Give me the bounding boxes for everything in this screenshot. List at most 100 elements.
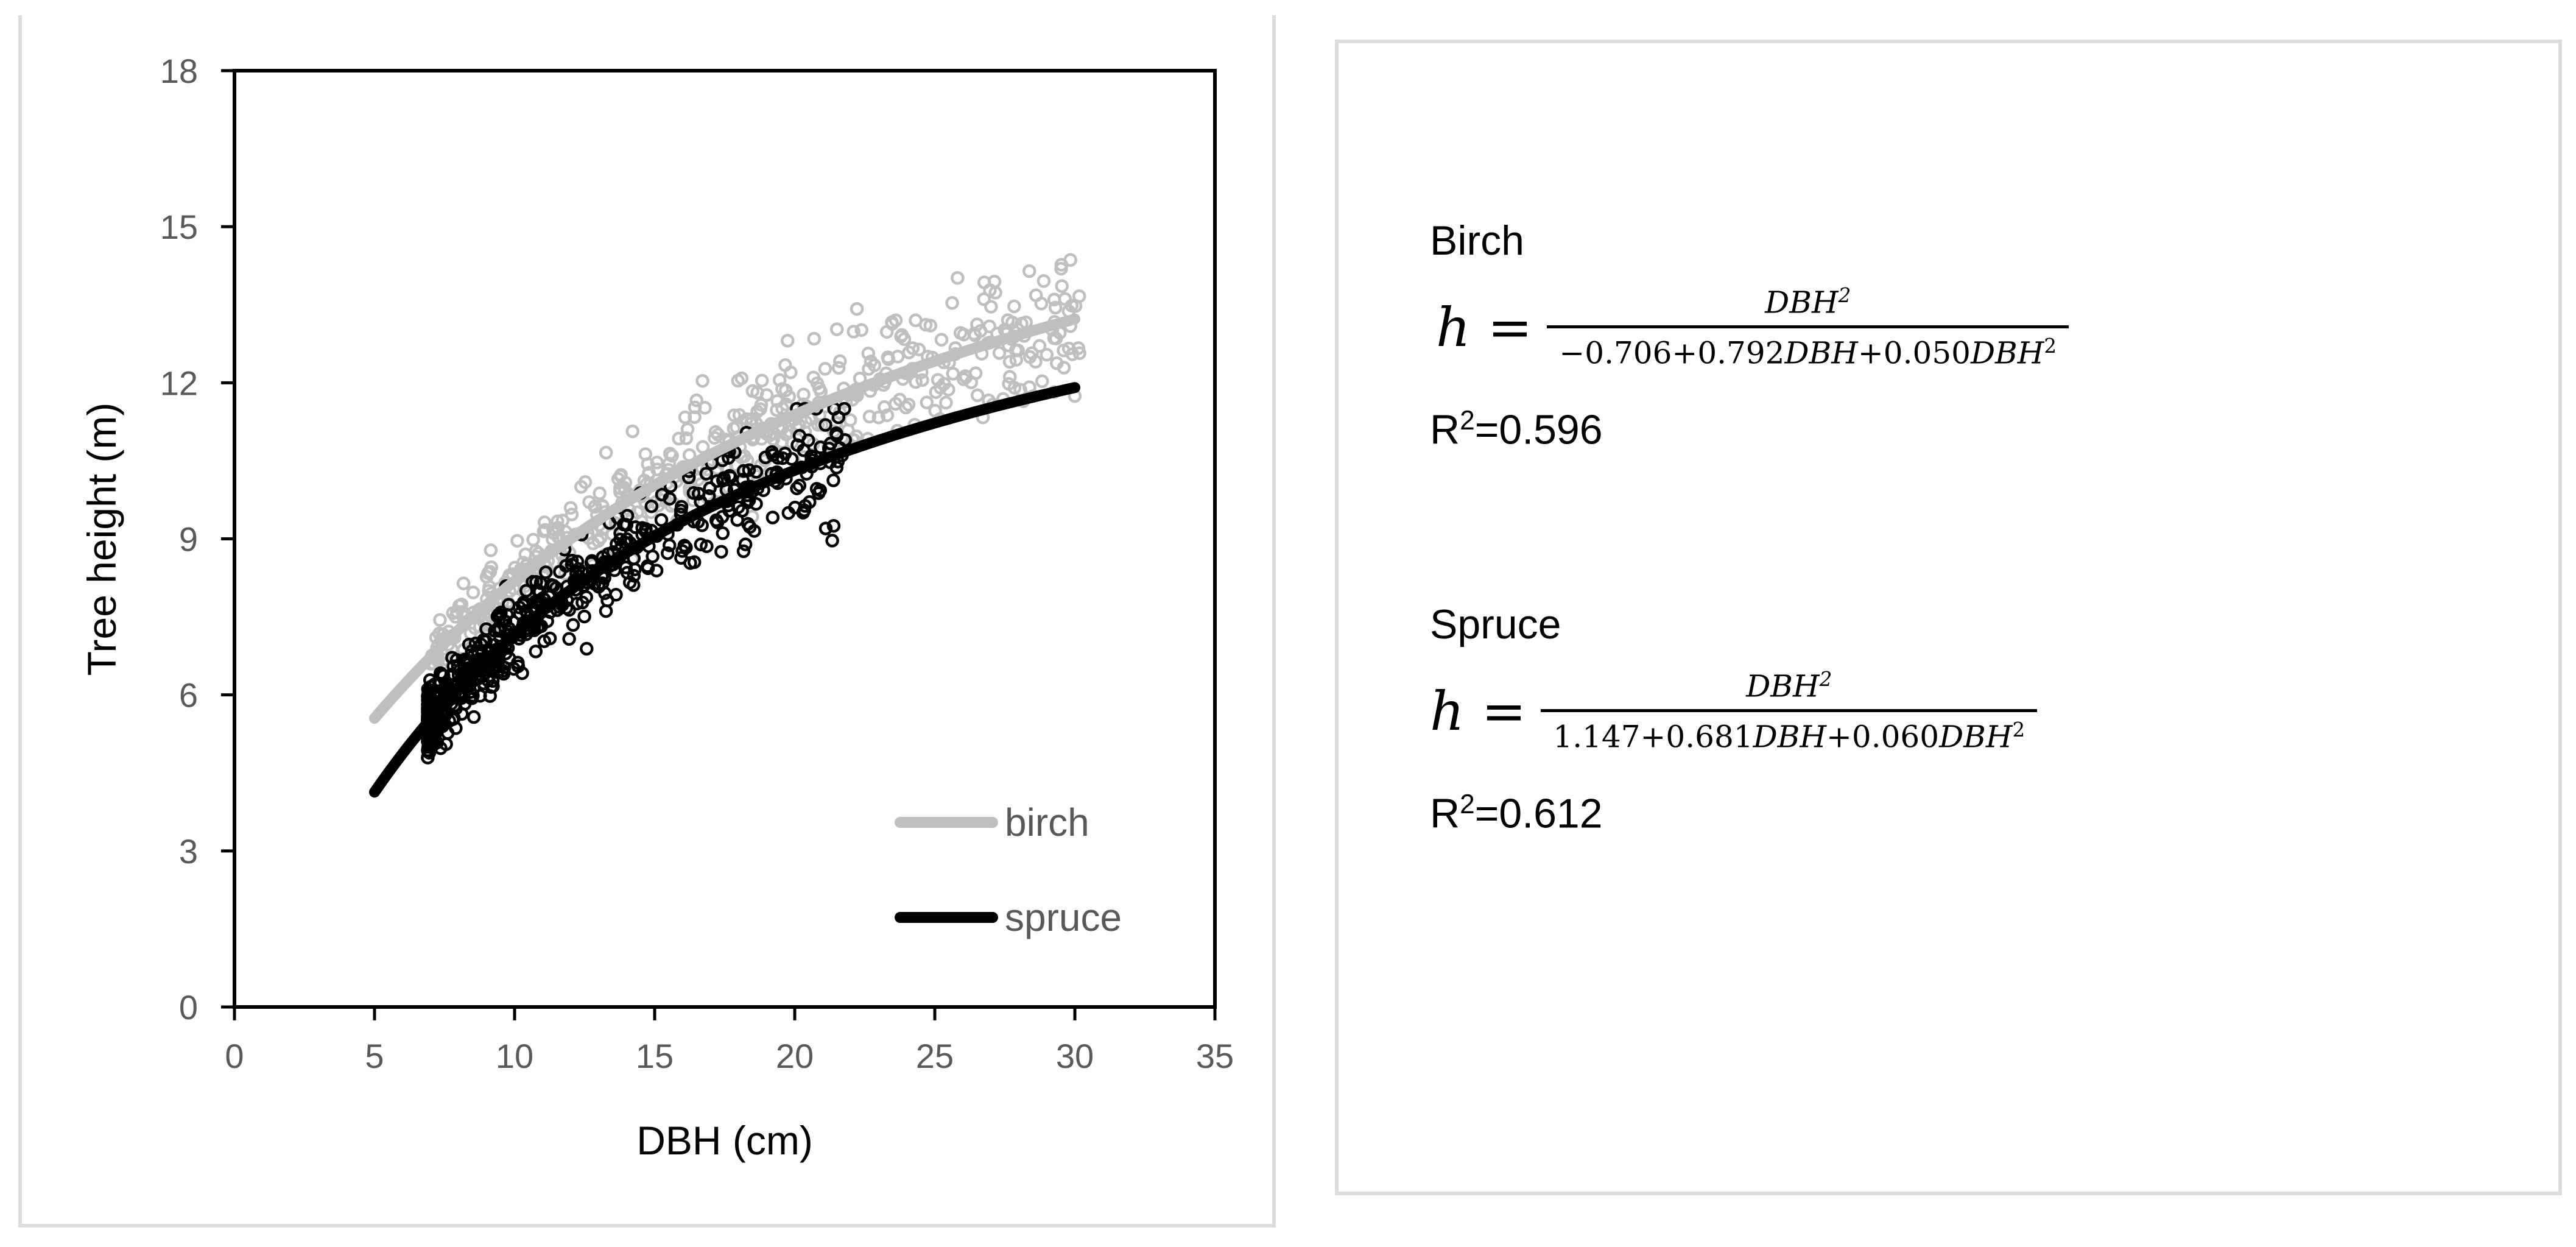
birch-point [551, 514, 565, 529]
birch-point [818, 362, 832, 376]
birch-point [829, 322, 844, 336]
birch-point [871, 410, 886, 425]
birch-point [665, 448, 679, 463]
spruce-equation-lhs: h = [1430, 679, 1527, 743]
spruce-point [749, 496, 763, 511]
spruce-point [599, 604, 613, 618]
scatter-chart: 0 5 10 15 20 25 30 35 0 3 6 9 12 15 18 DBH (cm) Tree … [79, 52, 1234, 1163]
birch-point [466, 585, 480, 599]
legend-label-birch: birch [1005, 800, 1089, 844]
spruce-point [699, 467, 714, 481]
x-tick-label: 15 [636, 1037, 674, 1075]
spruce-point [781, 506, 796, 520]
birch-point [778, 383, 793, 398]
x-tick-label: 30 [1056, 1037, 1094, 1075]
birch-point [1061, 341, 1076, 356]
birch-point [1054, 258, 1069, 272]
spruce-point [439, 737, 453, 751]
spruce-point [507, 662, 521, 676]
birch-point [1049, 331, 1063, 345]
spruce-point [765, 510, 780, 525]
birch-point [484, 560, 498, 574]
birch-point [864, 354, 878, 369]
spruce-point [703, 481, 717, 495]
birch-point [1005, 316, 1019, 330]
birch-equation: h = DBH2 −0.706+0.792DBH+0.050DBH2 [1436, 284, 2069, 370]
birch-point [902, 345, 916, 359]
birch-equation-label: Birch [1430, 217, 1524, 264]
legend: birch spruce [895, 800, 1122, 939]
spruce-point [826, 518, 841, 533]
x-tick-label: 5 [365, 1037, 384, 1075]
birch-point [945, 296, 959, 310]
birch-point [880, 408, 895, 422]
birch-numerator: DBH2 [1765, 284, 1851, 320]
birch-point [951, 270, 965, 285]
spruce-point [543, 631, 557, 646]
birch-point [850, 302, 864, 316]
birch-point [797, 387, 811, 401]
birch-point [977, 292, 991, 306]
spruce-point [616, 517, 631, 532]
spruce-fraction: DBH2 1.147+0.681DBH+0.060DBH2 [1541, 668, 2038, 754]
birch-point [1002, 355, 1017, 369]
spruce-point [686, 486, 701, 500]
birch-point [745, 384, 760, 398]
birch-point [772, 373, 787, 387]
birch-point [1068, 299, 1083, 313]
birch-point [613, 485, 627, 499]
spruce-point [512, 600, 527, 615]
birch-point [833, 354, 847, 369]
spruce-point [716, 526, 730, 540]
birch-point [698, 401, 712, 415]
spruce-point [674, 551, 688, 565]
spruce-point [613, 532, 627, 546]
spruce-point [534, 619, 549, 634]
spruce-point [694, 537, 708, 552]
spruce-point [796, 506, 810, 520]
spruce-point [421, 682, 435, 696]
spruce-point [663, 538, 677, 553]
birch-point [526, 532, 540, 547]
spruce-point [649, 563, 664, 578]
birch-point [920, 395, 934, 409]
spruce-point [730, 513, 744, 527]
spruce-point [714, 545, 728, 559]
spruce-point [577, 609, 591, 624]
birch-point [663, 447, 677, 461]
spruce-point [661, 546, 675, 560]
birch-point [599, 445, 613, 460]
birch-point [934, 333, 949, 347]
spruce-point [722, 468, 737, 483]
birch-point [807, 331, 822, 346]
y-tick-label: 15 [160, 208, 198, 246]
spruce-point [465, 691, 479, 705]
y-tick-label: 0 [179, 988, 198, 1026]
birch-point [755, 373, 769, 387]
spruce-point [444, 668, 459, 682]
spruce-point [526, 574, 540, 589]
birch-point [953, 326, 968, 340]
spruce-point [825, 534, 839, 548]
spruce-point [738, 537, 753, 551]
birch-point [928, 404, 942, 418]
birch-point [973, 324, 988, 338]
birch-point [1009, 353, 1024, 367]
birch-point [613, 468, 627, 483]
y-axis-ticks: 0 3 6 9 12 15 18 [160, 52, 234, 1026]
birch-point [537, 524, 551, 539]
spruce-point [792, 429, 807, 443]
birch-fit-curve [369, 313, 1080, 724]
x-axis-title: DBH (cm) [636, 1118, 813, 1163]
birch-point [885, 317, 899, 331]
birch-point [625, 424, 639, 439]
spruce-point [736, 473, 750, 487]
spruce-denominator: 1.147+0.681DBH+0.060DBH2 [1541, 708, 2038, 754]
x-tick-label: 10 [496, 1037, 533, 1075]
x-tick-label: 25 [916, 1037, 954, 1075]
spruce-point [742, 463, 756, 477]
birch-point [1057, 361, 1071, 375]
birch-point [878, 400, 892, 414]
spruce-point [466, 710, 481, 724]
spruce-point [715, 510, 730, 524]
